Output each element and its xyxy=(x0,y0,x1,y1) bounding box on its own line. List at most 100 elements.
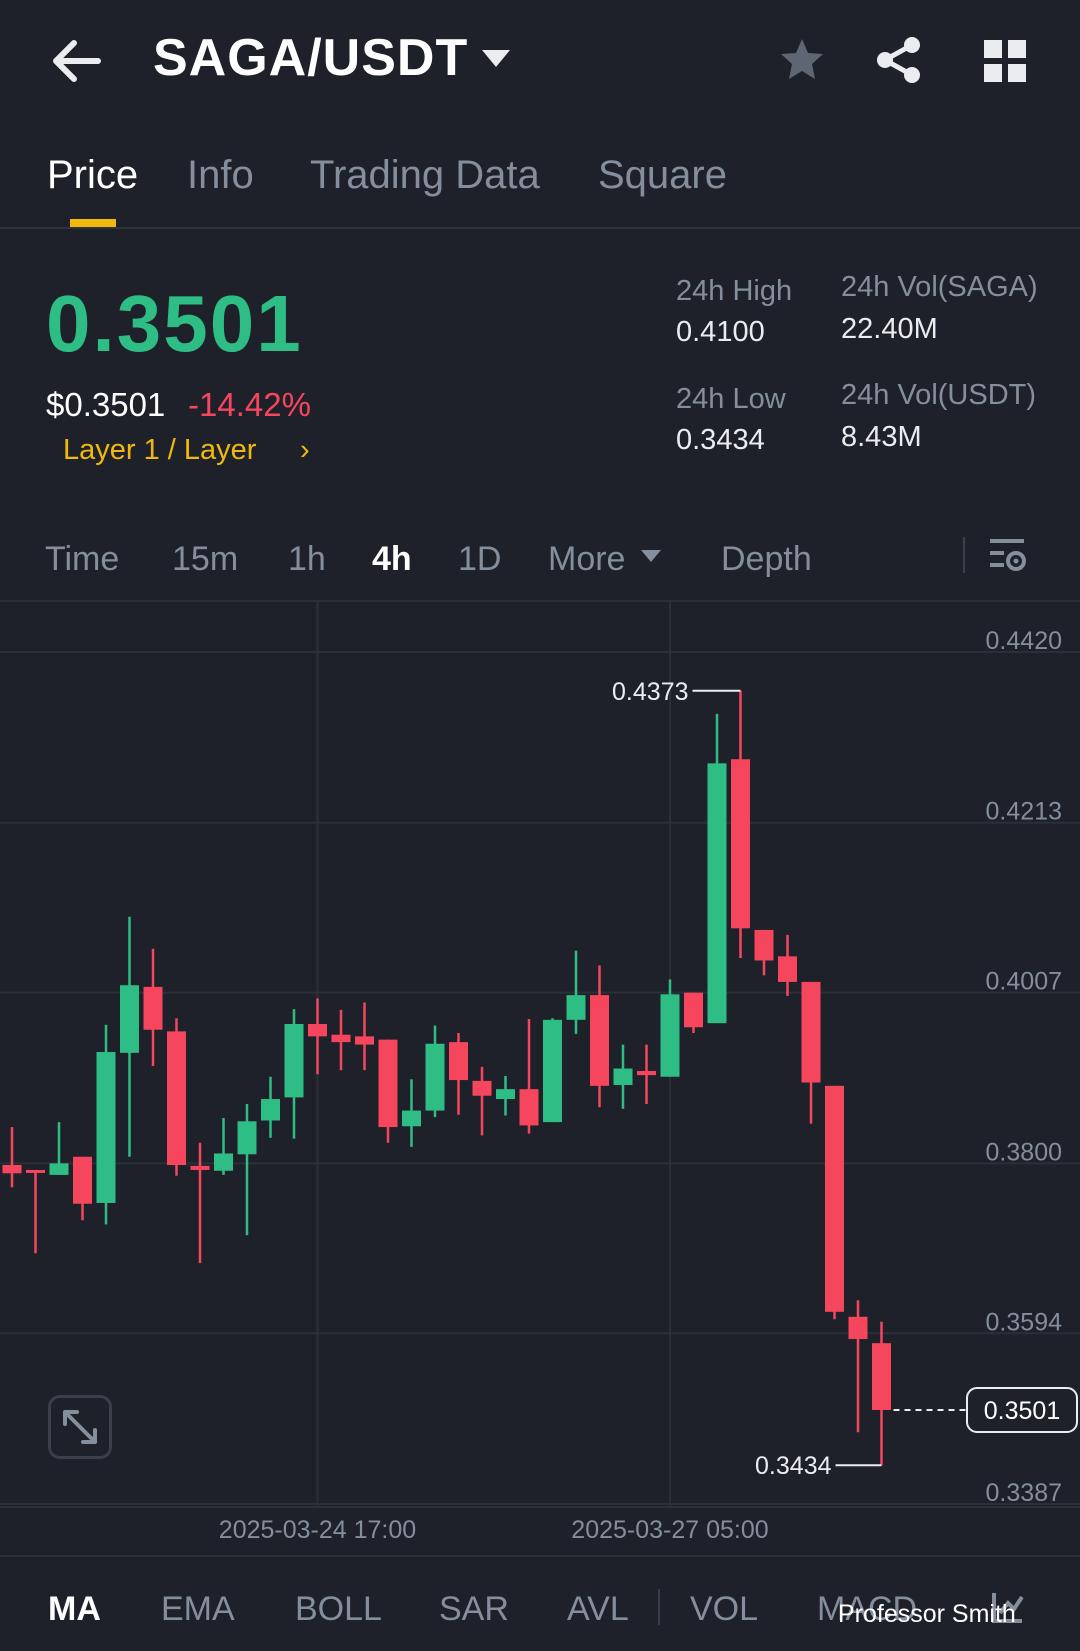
candle-body xyxy=(543,1019,562,1123)
more-caret-icon[interactable] xyxy=(641,550,661,562)
stat-24h-high-value: 0.4100 xyxy=(676,316,765,348)
y-axis-tick-label: 0.3387 xyxy=(986,1479,1062,1507)
divider xyxy=(658,1589,660,1625)
y-axis-tick-label: 0.4420 xyxy=(986,627,1062,655)
depth-tab[interactable]: Depth xyxy=(721,540,812,578)
pair-title[interactable]: SAGA/USDT xyxy=(153,29,469,87)
candle-body xyxy=(237,1121,257,1155)
candle-body xyxy=(96,1052,116,1203)
candle-body xyxy=(190,1165,210,1170)
candle-body xyxy=(613,1068,633,1086)
usd-price: $0.3501 xyxy=(46,386,166,423)
category-tag[interactable]: Layer 1 / Layer xyxy=(63,434,257,466)
divider xyxy=(963,537,965,573)
indicator-sar[interactable]: SAR xyxy=(439,1590,509,1628)
candle-body xyxy=(308,1023,327,1037)
candle-body xyxy=(425,1043,445,1111)
candle-body xyxy=(637,1070,656,1076)
candle-body xyxy=(73,1156,92,1204)
x-axis-tick-label: 2025-03-27 05:00 xyxy=(571,1516,769,1544)
indicator-vol[interactable]: VOL xyxy=(690,1590,759,1628)
tab-price[interactable]: Price xyxy=(47,153,139,197)
candle-body xyxy=(707,763,727,1024)
share-icon[interactable] xyxy=(876,36,922,84)
candlestick-chart[interactable]: 0.4420 0.4213 0.4007 0.3800 0.3594 0.3387 0.43… xyxy=(0,602,1080,1508)
grid-menu-icon[interactable] xyxy=(984,40,1026,82)
candle-body xyxy=(143,986,163,1030)
pair-dropdown-caret-icon[interactable] xyxy=(482,50,510,67)
candle-body xyxy=(660,994,680,1077)
candle-body xyxy=(402,1110,421,1127)
stat-24h-high-label: 24h High xyxy=(676,275,793,307)
indicator-avl[interactable]: AVL xyxy=(567,1590,629,1628)
favorite-star-icon[interactable] xyxy=(778,36,826,84)
candle-body xyxy=(167,1031,186,1166)
candle-body xyxy=(472,1080,492,1096)
candle-body xyxy=(590,995,609,1086)
main-tabs: Price Info Trading Data Square xyxy=(0,125,1080,229)
timeframe-time[interactable]: Time xyxy=(45,540,120,578)
candle-body xyxy=(120,985,139,1053)
stat-24h-vol-base-label: 24h Vol(SAGA) xyxy=(841,271,1038,303)
candle-body xyxy=(261,1099,280,1121)
stat-24h-vol-quote-label: 24h Vol(USDT) xyxy=(841,379,1037,411)
candle-body xyxy=(378,1039,398,1128)
candle-body xyxy=(214,1153,233,1171)
stat-24h-low-value: 0.3434 xyxy=(676,424,765,456)
last-price-box xyxy=(966,1386,1078,1433)
tab-trading-data[interactable]: Trading Data xyxy=(310,153,540,197)
watermark-text: Professor Smith xyxy=(838,1600,1016,1628)
chevron-right-icon[interactable]: › xyxy=(300,434,310,466)
tab-square[interactable]: Square xyxy=(598,153,727,197)
indicator-settings-icon[interactable] xyxy=(990,1589,1026,1625)
active-tab-indicator xyxy=(70,219,116,227)
y-axis-tick-label: 0.4213 xyxy=(986,798,1062,826)
timeframe-4h[interactable]: 4h xyxy=(372,540,412,578)
last-price-label: 0.3501 xyxy=(984,1397,1060,1425)
stat-24h-vol-base-value: 22.40M xyxy=(841,313,938,345)
x-axis-tick-label: 2025-03-24 17:00 xyxy=(218,1516,417,1544)
chart-settings-icon[interactable] xyxy=(988,535,1028,575)
chart-divider xyxy=(0,600,1080,602)
timeframe-more[interactable]: More xyxy=(548,540,626,578)
candle-body xyxy=(355,1036,374,1045)
expand-icon xyxy=(63,1410,97,1444)
candle-body xyxy=(26,1169,45,1173)
last-price: 0.3501 xyxy=(46,279,303,368)
low-price-label: 0.3434 xyxy=(755,1452,832,1480)
candle-body xyxy=(496,1089,515,1100)
back-arrow-icon[interactable] xyxy=(48,36,104,86)
timeframe-1h[interactable]: 1h xyxy=(288,540,326,578)
price-change-percent: -14.42% xyxy=(188,386,311,423)
candle-body xyxy=(778,956,797,982)
candle-body xyxy=(848,1316,868,1340)
candle-body xyxy=(284,1023,304,1098)
top-bar: SAGA/USDT xyxy=(0,0,1080,125)
timeframe-1d[interactable]: 1D xyxy=(458,540,502,578)
fullscreen-button[interactable] xyxy=(48,1395,112,1459)
indicator-macd[interactable]: MACD xyxy=(817,1590,918,1628)
tab-info[interactable]: Info xyxy=(187,153,254,197)
timeframe-15m[interactable]: 15m xyxy=(172,540,239,578)
indicator-ema[interactable]: EMA xyxy=(161,1590,235,1628)
indicator-boll[interactable]: BOLL xyxy=(295,1590,382,1628)
candle-body xyxy=(731,759,750,929)
indicator-ma[interactable]: MA xyxy=(48,1590,101,1628)
candle-body xyxy=(449,1042,468,1081)
candle-body xyxy=(801,981,821,1083)
candle-body xyxy=(684,992,703,1028)
candle-body xyxy=(519,1089,539,1126)
candle-body xyxy=(872,1343,891,1410)
candle-body xyxy=(2,1165,22,1174)
stat-24h-low-label: 24h Low xyxy=(676,383,786,415)
y-axis-tick-label: 0.3594 xyxy=(986,1308,1063,1336)
candle-body xyxy=(49,1163,69,1175)
y-axis-tick-label: 0.4007 xyxy=(986,968,1062,996)
candle-body xyxy=(566,995,586,1020)
stat-24h-vol-quote-value: 8.43M xyxy=(841,421,922,453)
y-axis-tick-label: 0.3800 xyxy=(986,1138,1062,1166)
candle-body xyxy=(754,929,774,961)
candle-body xyxy=(825,1085,844,1312)
candle-body xyxy=(331,1034,351,1043)
high-price-label: 0.4373 xyxy=(612,678,688,706)
